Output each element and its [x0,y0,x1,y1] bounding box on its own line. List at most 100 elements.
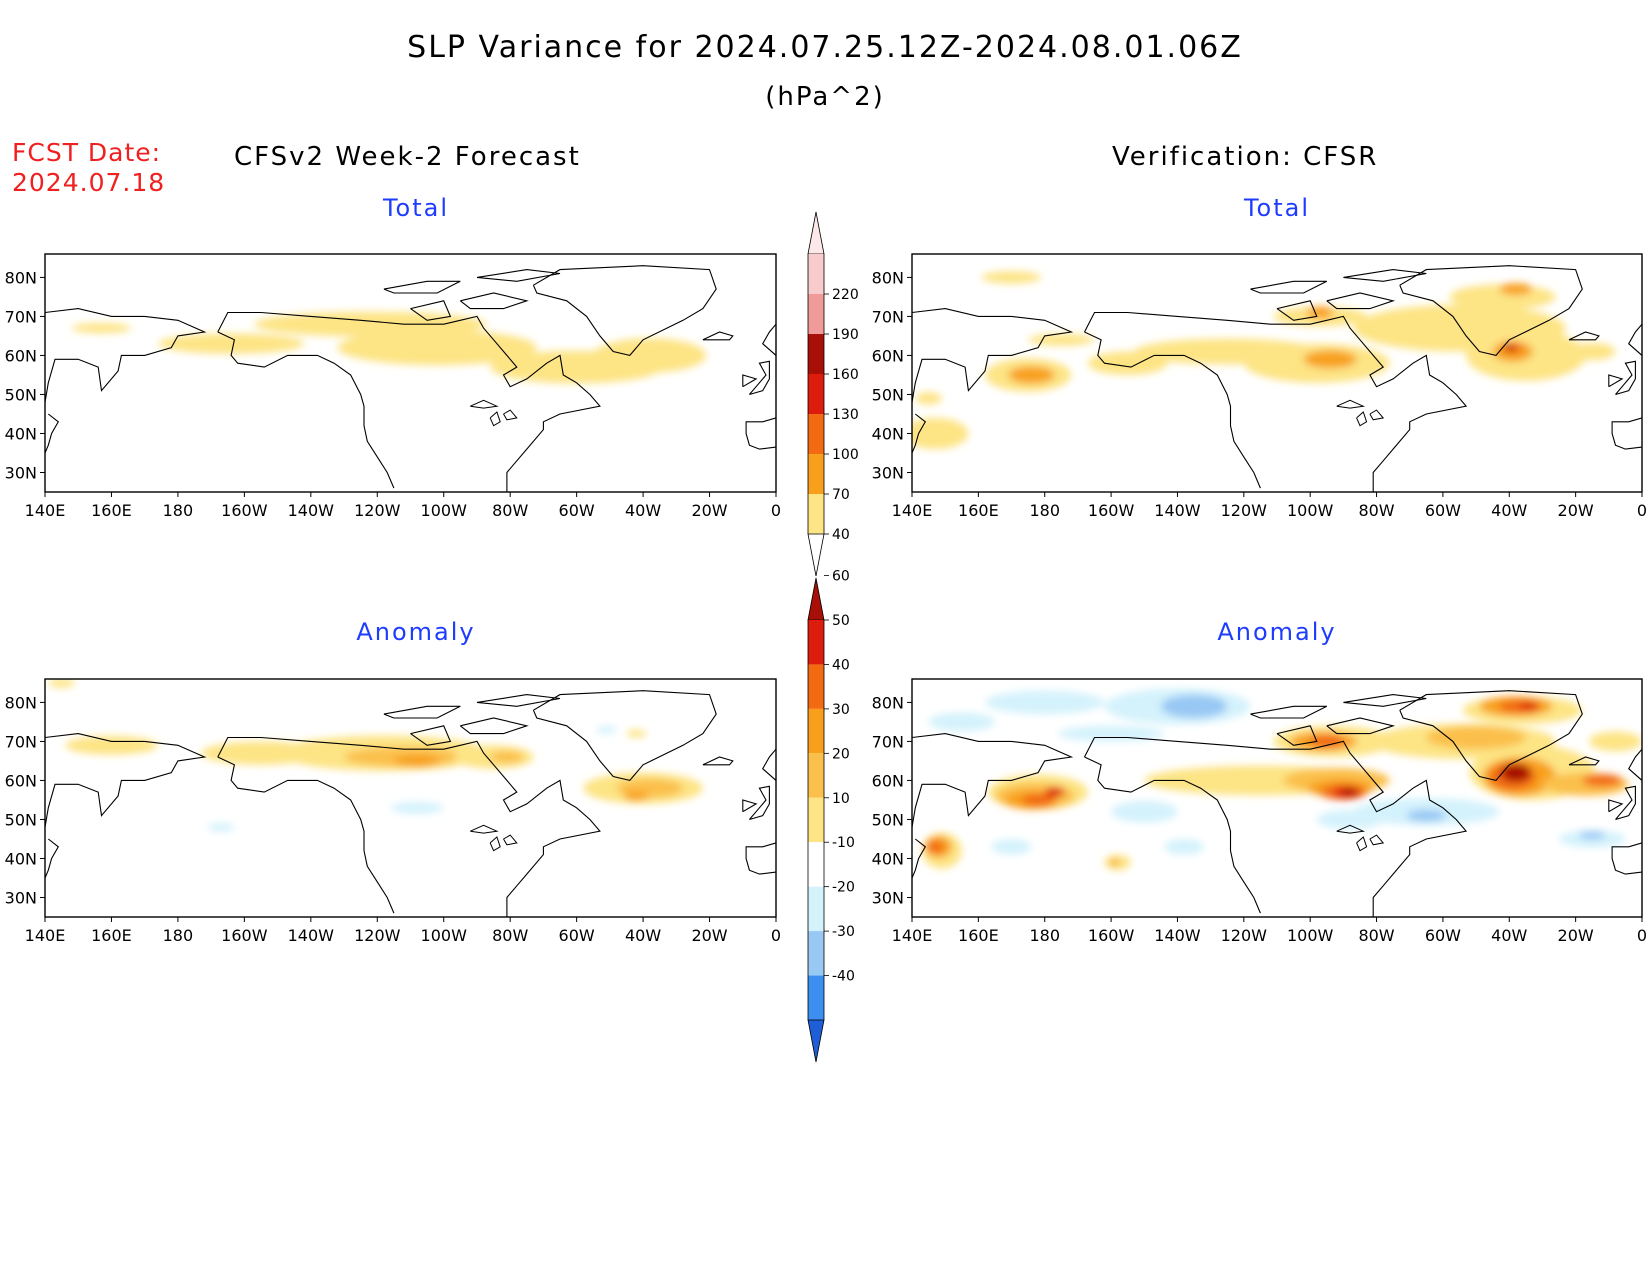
coastline [410,300,452,321]
colorbar-label: 160 [832,367,859,383]
coastline [45,413,60,454]
colorbar-segment [808,931,824,976]
y-tick-label: 70N [872,307,904,326]
coastline [1250,280,1328,294]
contour-region [915,392,942,405]
contour-region [1559,830,1626,848]
colorbar-label: -20 [832,880,855,896]
x-tick-label: 160E [91,926,132,945]
lake-outline [1336,399,1366,409]
colorbar-label: -40 [832,969,855,985]
coastline [1250,705,1328,719]
lake-outline [1356,411,1368,427]
colorbar-segment [808,454,824,494]
colorbar-segment [808,664,824,709]
y-tick-label: 40N [872,424,904,443]
colorbar-label: 50 [832,613,850,629]
forecast-total-title: Total [382,194,450,222]
coastline [459,292,529,310]
contour-region [71,323,132,334]
verification-total-title: Total [1243,194,1311,222]
coastlines [912,265,1642,492]
coastlines [912,690,1642,917]
colorbar-segment [808,975,824,1020]
y-tick-label: 70N [872,732,904,751]
colorbar-label: 70 [832,487,850,503]
map-frame [44,678,777,918]
y-tick-label: 50N [872,810,904,829]
x-tick-label: 40W [1491,926,1527,945]
contour-region [490,751,524,763]
y-tick-label: 40N [5,424,37,443]
coastline [1611,842,1642,875]
lake-outline [1369,834,1385,846]
forecast-total-panel: 140E 160E 180 160W 140W 120W 100W 80W 60W 40W 20W 0… [5,253,781,520]
contour-region [928,712,995,732]
x-tick-label: 20W [691,926,727,945]
coastline [1568,331,1600,341]
coastline [1608,374,1624,388]
coastline [1627,748,1642,781]
y-tick-label: 40N [872,849,904,868]
colorbar-segment [808,334,824,374]
x-tick-label: 60W [1425,926,1461,945]
colorbar-segment [808,708,824,754]
x-tick-label: 140E [892,926,933,945]
coastline [1084,311,1468,492]
shaded-contours [912,271,1616,450]
y-tick-label: 60N [872,771,904,790]
coastline [1326,292,1396,310]
x-tick-label: 140W [1154,501,1201,520]
colorbar-segment [808,753,824,798]
x-tick-label: 0 [1637,501,1647,520]
x-tick-label: 180 [163,926,194,945]
coastline [912,308,1074,403]
x-tick-label: 120W [354,501,401,520]
contour-region [1504,344,1515,351]
y-tick-label: 30N [5,888,37,907]
coastline [45,308,207,403]
shaded-contours [48,679,703,832]
contour-region [1406,809,1447,822]
y-tick-label: 50N [5,385,37,404]
x-tick-label: 180 [1029,501,1060,520]
colorbar-label: 190 [832,327,859,343]
forecast-column-title: CFSv2 Week-2 Forecast [234,142,581,172]
y-tick-label: 80N [5,268,37,287]
lake-outline [1356,836,1368,852]
coastline [742,374,758,388]
coastline [1084,756,1261,914]
contour-region [1578,831,1606,839]
map-frame [44,253,777,493]
contour-region [981,271,1042,284]
lake-outline [503,834,518,846]
coastline [761,748,776,781]
x-tick-label: 80W [492,501,528,520]
x-tick-label: 100W [1287,926,1334,945]
contour-region [393,754,441,768]
map-frame [911,253,1643,493]
contour-region [912,417,969,450]
coastline [702,331,734,341]
x-tick-label: 80W [1358,926,1394,945]
colorbar-label: 10 [832,791,850,807]
contour-region [1164,839,1204,855]
coastline [45,838,60,879]
coastline [532,265,717,357]
coastline [217,736,601,917]
shaded-contours [71,311,707,384]
coastline [1343,269,1427,282]
shaded-field [922,688,1642,871]
colorbar-top-arrow [807,211,825,255]
contour-region [623,791,650,801]
coastline [476,269,561,282]
x-tick-label: 160W [221,501,268,520]
y-tick-label: 60N [5,346,37,365]
contour-region [1582,774,1623,787]
contour-region [1426,725,1526,750]
coastline [702,756,734,766]
lake-outline [489,411,501,427]
coastline [1399,265,1583,357]
colorbar-segment [808,414,824,454]
coastline [748,785,770,821]
